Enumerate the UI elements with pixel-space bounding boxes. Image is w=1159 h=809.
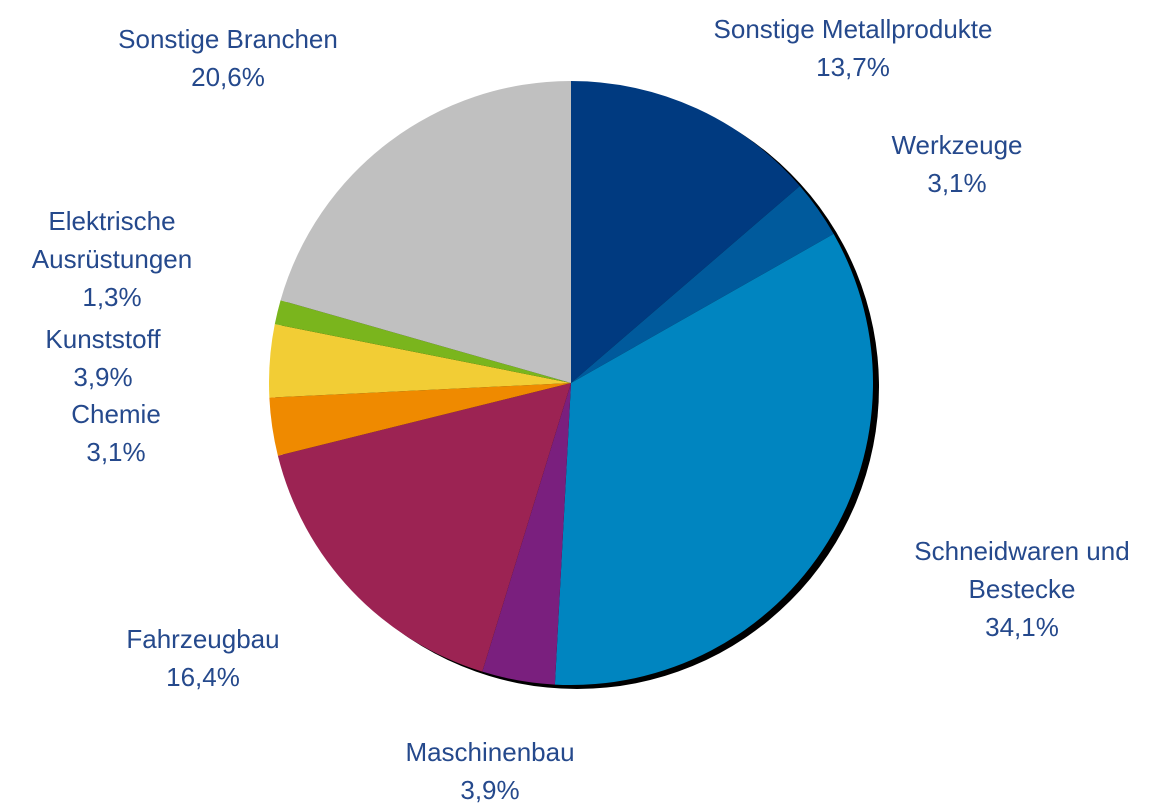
pie-slice <box>274 300 571 383</box>
category-name: Kunststoff <box>45 324 161 354</box>
category-name: Maschinenbau <box>405 737 575 767</box>
slice-label: Werkzeuge 3,1% <box>807 126 1107 202</box>
value-label: 1,3% <box>82 282 142 312</box>
value-label: 16,4% <box>166 662 240 692</box>
category-name: Sonstige Metallprodukte <box>713 14 993 44</box>
pie-slice <box>277 383 571 672</box>
slice-label: Kunststoff 3,9% <box>3 320 203 396</box>
category-name: Elektrische Ausrüstungen <box>31 206 193 274</box>
value-label: 3,1% <box>927 168 987 198</box>
value-label: 34,1% <box>985 612 1059 642</box>
slice-label: Fahrzeugbau 16,4% <box>53 620 353 696</box>
value-label: 3,9% <box>73 362 133 392</box>
pie-slice <box>571 81 800 383</box>
pie-slice <box>554 233 873 685</box>
value-label: 3,9% <box>460 775 520 805</box>
slice-label: Schneidwaren und Bestecke 34,1% <box>887 532 1157 646</box>
slice-label: Sonstige Metallprodukte 13,7% <box>653 10 1053 86</box>
value-label: 20,6% <box>191 62 265 92</box>
slice-label: Elektrische Ausrüstungen 1,3% <box>5 202 220 316</box>
slice-label: Sonstige Branchen 20,6% <box>53 20 403 96</box>
category-name: Werkzeuge <box>891 130 1023 160</box>
pie-slice <box>571 185 834 383</box>
pie-slice <box>482 383 571 685</box>
category-name: Sonstige Branchen <box>118 24 338 54</box>
value-label: 3,1% <box>86 437 146 467</box>
pie-slice <box>269 324 571 398</box>
value-label: 13,7% <box>816 52 890 82</box>
pie-slice <box>280 81 571 383</box>
category-name: Schneidwaren und Bestecke <box>914 536 1130 604</box>
slice-label: Chemie 3,1% <box>16 395 216 471</box>
pie-slice <box>269 383 571 456</box>
category-name: Chemie <box>71 399 161 429</box>
slice-label: Maschinenbau 3,9% <box>340 733 640 809</box>
category-name: Fahrzeugbau <box>126 624 280 654</box>
